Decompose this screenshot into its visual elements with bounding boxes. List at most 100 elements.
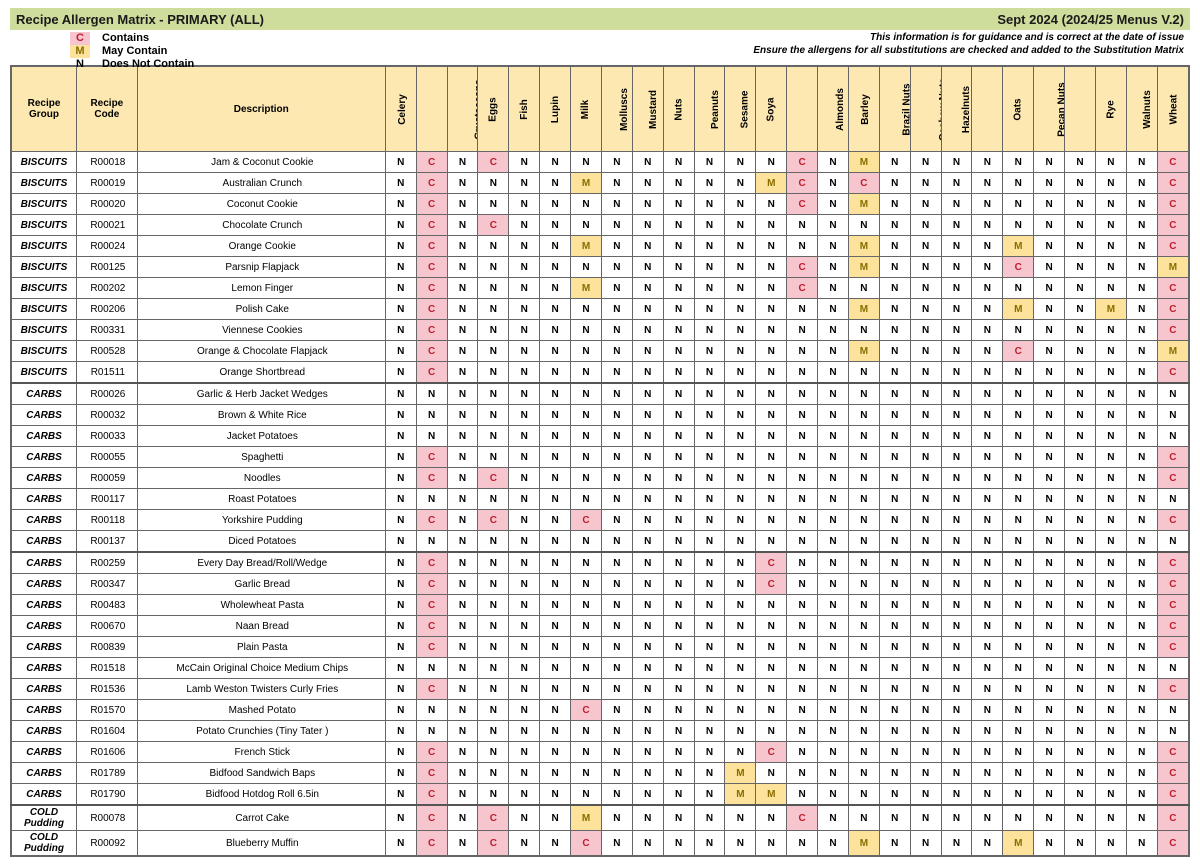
cell-allergen: C — [416, 257, 447, 278]
cell-allergen: N — [972, 173, 1003, 194]
cell-allergen: N — [1126, 426, 1157, 447]
cell-allergen: N — [756, 194, 787, 215]
cell-allergen: N — [540, 320, 571, 341]
cell-allergen: N — [478, 763, 509, 784]
cell-allergen: C — [416, 679, 447, 700]
cell-allergen: N — [725, 194, 756, 215]
cell-allergen: N — [540, 236, 571, 257]
cell-allergen: N — [756, 215, 787, 236]
cell-allergen: N — [1157, 531, 1189, 553]
cell-allergen: M — [725, 763, 756, 784]
cell-allergen: N — [1034, 784, 1065, 806]
cell-allergen: N — [632, 426, 663, 447]
cell-allergen: N — [540, 637, 571, 658]
cell-allergen: N — [941, 531, 972, 553]
cell-allergen: N — [540, 278, 571, 299]
cell-allergen: N — [725, 489, 756, 510]
cell-allergen: N — [787, 784, 818, 806]
cell-allergen: C — [478, 831, 509, 857]
cell-description: Naan Bread — [137, 616, 385, 637]
cell-allergen: N — [540, 405, 571, 426]
cell-allergen: N — [941, 831, 972, 857]
cell-allergen: N — [1065, 257, 1096, 278]
cell-allergen: N — [910, 831, 941, 857]
cell-allergen: N — [910, 362, 941, 384]
cell-allergen: N — [972, 574, 1003, 595]
cell-allergen: N — [509, 574, 540, 595]
cell-allergen: N — [571, 679, 602, 700]
cell-allergen: N — [1003, 383, 1034, 405]
cell-allergen: N — [787, 236, 818, 257]
cell-allergen: N — [385, 658, 416, 679]
cell-allergen: N — [972, 763, 1003, 784]
cell-allergen: N — [910, 679, 941, 700]
cell-allergen: N — [1065, 616, 1096, 637]
cell-allergen: N — [756, 152, 787, 173]
cell-allergen: N — [571, 784, 602, 806]
cell-allergen: C — [787, 194, 818, 215]
cell-allergen: N — [632, 362, 663, 384]
cell-allergen: N — [941, 574, 972, 595]
cell-allergen: N — [941, 595, 972, 616]
cell-allergen: N — [1095, 278, 1126, 299]
table-row: BISCUITSR00018Jam & Coconut CookieNCNCNN… — [11, 152, 1189, 173]
cell-allergen: N — [1095, 595, 1126, 616]
cell-allergen: N — [1126, 574, 1157, 595]
cell-description: Carrot Cake — [137, 805, 385, 831]
cell-allergen: N — [910, 658, 941, 679]
cell-allergen: N — [848, 362, 879, 384]
cell-allergen: N — [663, 426, 694, 447]
cell-allergen: N — [694, 173, 725, 194]
cell-allergen: N — [1003, 552, 1034, 574]
cell-allergen: N — [385, 616, 416, 637]
cell-allergen: N — [478, 616, 509, 637]
cell-allergen: N — [756, 299, 787, 320]
cell-allergen: N — [972, 784, 1003, 806]
cell-allergen: N — [385, 552, 416, 574]
cell-allergen: N — [1034, 595, 1065, 616]
cell-group: BISCUITS — [11, 278, 77, 299]
table-row: CARBSR00117Roast PotatoesNNNNNNNNNNNNNNN… — [11, 489, 1189, 510]
hdr-allergen: Hazelnuts — [941, 66, 972, 152]
table-row: BISCUITSR00019Australian CrunchNCNNNNMNN… — [11, 173, 1189, 194]
cell-allergen: C — [478, 215, 509, 236]
cell-group: BISCUITS — [11, 194, 77, 215]
cell-allergen: N — [910, 574, 941, 595]
cell-allergen: N — [725, 320, 756, 341]
cell-allergen: C — [1157, 831, 1189, 857]
cell-allergen: N — [941, 616, 972, 637]
cell-allergen: N — [787, 552, 818, 574]
cell-allergen: N — [694, 194, 725, 215]
cell-allergen: N — [725, 805, 756, 831]
cell-allergen: C — [416, 742, 447, 763]
cell-allergen: N — [571, 426, 602, 447]
cell-allergen: N — [478, 531, 509, 553]
cell-allergen: N — [787, 637, 818, 658]
cell-code: R00055 — [77, 447, 138, 468]
cell-allergen: C — [416, 152, 447, 173]
cell-allergen: C — [416, 299, 447, 320]
cell-allergen: N — [787, 468, 818, 489]
cell-allergen: N — [1126, 763, 1157, 784]
cell-allergen: M — [571, 805, 602, 831]
cell-allergen: N — [447, 742, 478, 763]
cell-allergen: N — [848, 679, 879, 700]
cell-allergen: N — [725, 658, 756, 679]
hdr-allergen: Celery — [385, 66, 416, 152]
cell-allergen: N — [1126, 784, 1157, 806]
cell-allergen: N — [725, 236, 756, 257]
cell-group: CARBS — [11, 383, 77, 405]
cell-group: CARBS — [11, 552, 77, 574]
cell-allergen: N — [509, 383, 540, 405]
cell-allergen: N — [1126, 805, 1157, 831]
cell-allergen: N — [385, 426, 416, 447]
hdr-allergen: Pistachio Nuts — [1065, 66, 1096, 152]
cell-allergen: N — [601, 531, 632, 553]
cell-allergen: N — [540, 173, 571, 194]
cell-allergen: N — [632, 236, 663, 257]
cell-allergen: M — [571, 173, 602, 194]
cell-allergen: M — [848, 831, 879, 857]
cell-allergen: N — [694, 320, 725, 341]
cell-allergen: N — [818, 236, 849, 257]
cell-allergen: N — [447, 447, 478, 468]
